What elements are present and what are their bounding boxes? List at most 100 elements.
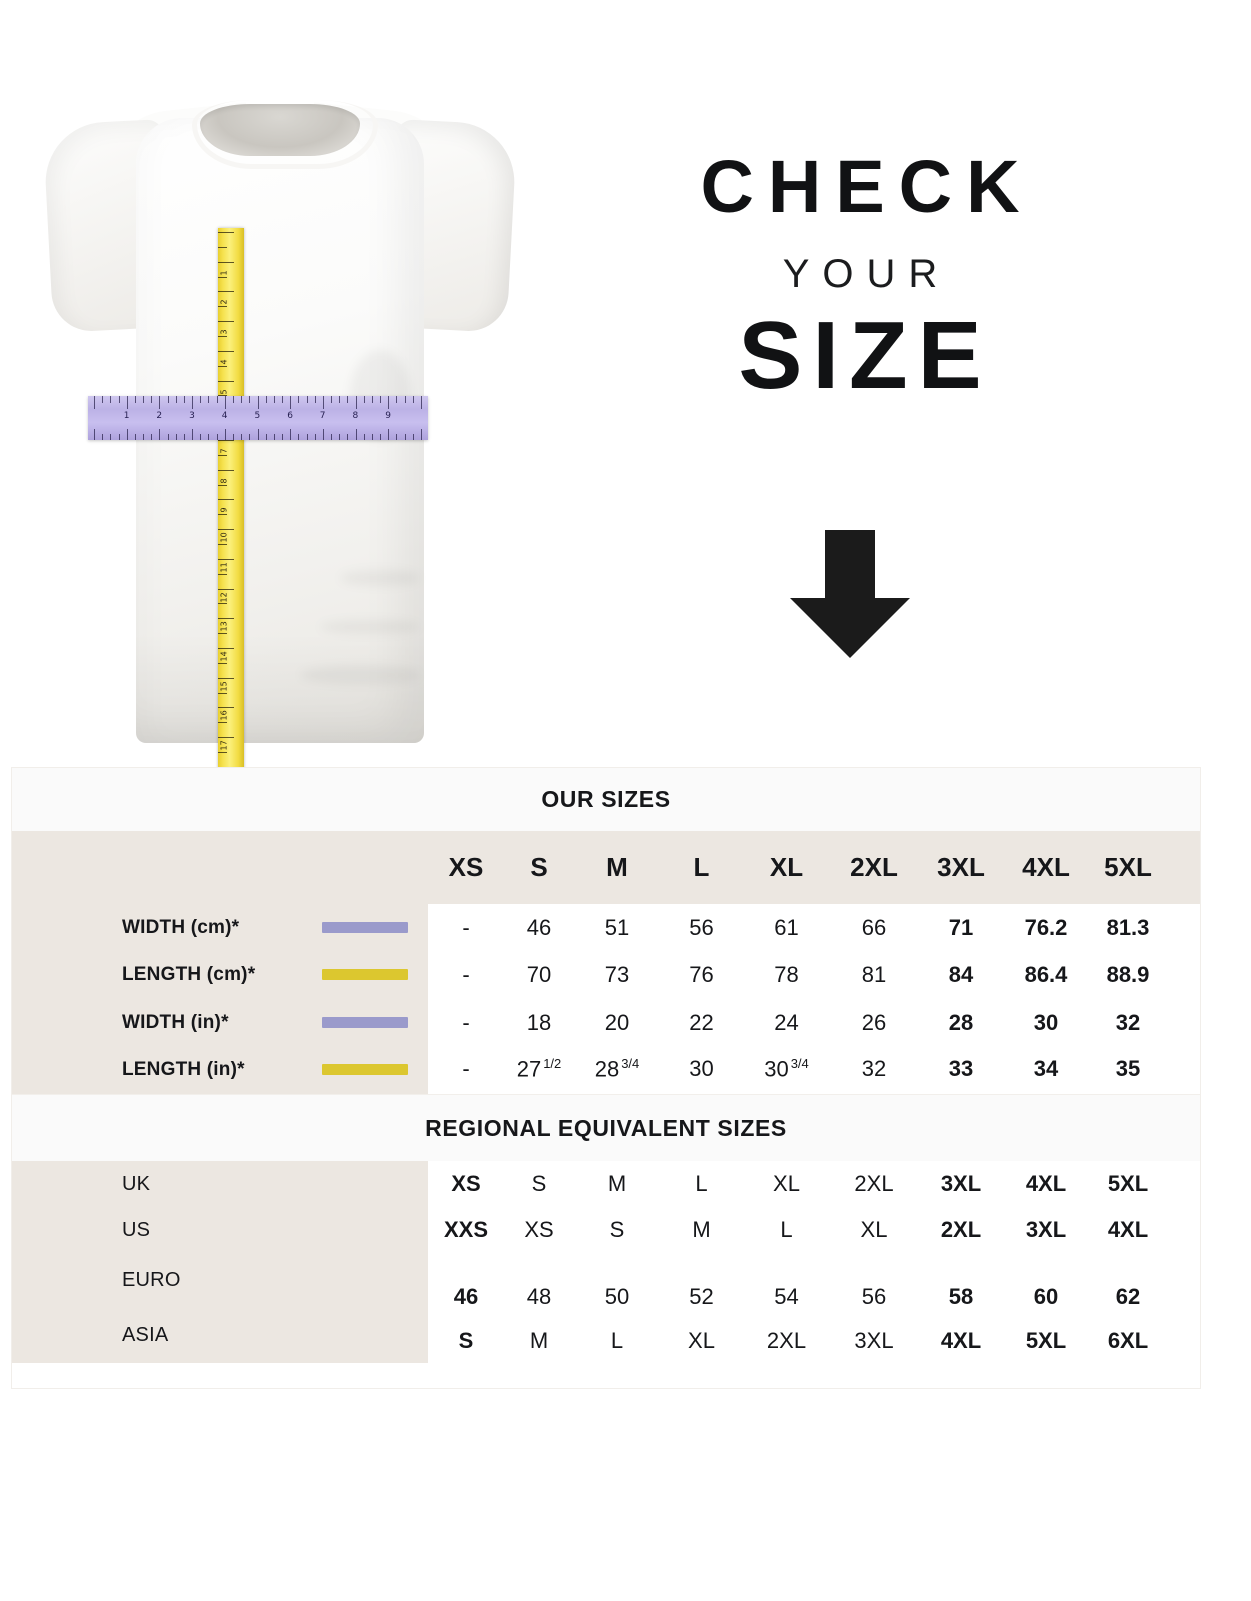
value-cell: 32 <box>1115 1009 1141 1035</box>
value-cell: 3XL <box>940 1171 982 1196</box>
measurement-label-row: WIDTH (in)* <box>12 999 428 1046</box>
label-cell: LENGTH (in)* <box>12 1059 428 1081</box>
fraction: 1/2 <box>543 1056 562 1072</box>
value-cell: M <box>529 1328 549 1353</box>
value-cell: M <box>692 1217 711 1242</box>
value-cell: 78 <box>774 961 799 987</box>
size-column-M: M <box>606 852 628 882</box>
value-cell: 88.9 <box>1106 961 1150 987</box>
fraction: 3/4 <box>790 1056 809 1072</box>
size-column-header-row: XS S M L XL 2XL 3XL 4XL 5XL <box>12 831 1200 904</box>
value-cell: 56 <box>861 1284 887 1309</box>
region-label-row: US <box>12 1207 428 1253</box>
down-arrow-icon <box>790 530 910 658</box>
regional-b-label-column: EURO ASIA <box>12 1253 428 1363</box>
label-cell: WIDTH (cm)* <box>12 917 428 939</box>
value-cell: 30 <box>1033 1009 1059 1035</box>
region-label-row: EURO <box>12 1253 428 1308</box>
value-cell: 62 <box>1115 1284 1141 1309</box>
region-label: US <box>122 1218 151 1241</box>
value-cell: 20 <box>604 1009 630 1035</box>
value-cell: 35 <box>1115 1056 1141 1082</box>
regional-a-labels: UK US <box>12 1161 428 1253</box>
size-column-L: L <box>693 852 710 882</box>
value-row: 46 48 50 52 54 56 58 60 62 <box>428 1284 1200 1310</box>
region-value-row: 46 48 50 52 54 56 58 60 62 <box>428 1275 1200 1319</box>
value-cell: 28 <box>948 1009 974 1035</box>
value-cell: 28 3/4 <box>594 1056 640 1082</box>
tshirt-illustration: 1234567891011121314151617181920 12345678… <box>40 100 520 840</box>
value-cell: 4XL <box>1107 1217 1149 1242</box>
value-cell: 48 <box>526 1284 552 1309</box>
label-cell: US <box>12 1219 428 1242</box>
value-cell: XS <box>524 1217 554 1242</box>
value-cell: 3XL <box>1025 1217 1067 1242</box>
value-cell: 27 1/2 <box>516 1056 562 1082</box>
value-cell: 2XL <box>766 1328 807 1353</box>
regional-a-values: XS S M L XL 2XL 3XL 4XL 5XL XXS XS S M L XL 2XL 3XL 4XL <box>428 1161 1200 1253</box>
value-cell: 2XL <box>940 1217 982 1242</box>
value-cell: - <box>462 1009 470 1035</box>
arrow-stem <box>825 530 875 602</box>
headline-size: SIZE <box>738 302 992 409</box>
label-cell: EURO <box>12 1269 428 1292</box>
metric-labels: WIDTH (cm)* LENGTH (cm)* <box>12 904 428 998</box>
regional-b-value-rows: 46 48 50 52 54 56 58 60 62 S M L XL 2XL 3XL 4XL 5XL 6XL <box>428 1253 1200 1363</box>
value-cell: 54 <box>774 1284 799 1309</box>
measurement-label-row: LENGTH (in)* <box>12 1046 428 1093</box>
metric-value-rows: - 46 51 56 61 66 71 76.2 81.3 - 70 73 76 78 81 84 86.4 88… <box>428 904 1200 998</box>
label-cell: UK <box>12 1173 428 1196</box>
value-cell: L <box>695 1171 708 1196</box>
value-cell: 6XL <box>1107 1328 1149 1353</box>
label-cell: LENGTH (cm)* <box>12 964 428 986</box>
value-cell: 4XL <box>940 1328 982 1353</box>
measurement-value-row: - 27 1/2 28 3/4 30 30 3/4 32 33 34 35 <box>428 1046 1200 1093</box>
value-cell: - <box>462 914 470 940</box>
regional-sizes-title: REGIONAL EQUIVALENT SIZES <box>425 1114 787 1141</box>
region-label-row: UK <box>12 1161 428 1207</box>
value-cell: 22 <box>689 1009 714 1035</box>
tshirt-graphic: 1234567891011121314151617181920 12345678… <box>40 100 520 840</box>
size-column-XL: XL <box>769 852 804 882</box>
label-cell: WIDTH (in)* <box>12 1012 428 1034</box>
value-cell: 26 <box>861 1009 887 1035</box>
regional-a-label-column: UK US <box>12 1161 428 1253</box>
measurement-value-row: - 46 51 56 61 66 71 76.2 81.3 <box>428 904 1200 951</box>
headline-your: YOUR <box>782 252 951 296</box>
regional-sizes-header: REGIONAL EQUIVALENT SIZES <box>12 1094 1200 1161</box>
length-color-swatch <box>322 969 408 980</box>
value-cell: L <box>780 1217 793 1242</box>
value-row: - 70 73 76 78 81 84 86.4 88.9 <box>428 962 1200 988</box>
headline-check: CHECK <box>700 145 1034 228</box>
value-cell: 30 3/4 <box>764 1056 809 1082</box>
region-label-row: ASIA <box>12 1308 428 1363</box>
value-cell: XXS <box>443 1217 489 1242</box>
value-cell: 56 <box>689 914 714 940</box>
our-sizes-header: OUR SIZES <box>12 768 1200 831</box>
value-cell: XL <box>773 1171 800 1196</box>
size-columns: XS S M L XL 2XL 3XL 4XL 5XL <box>428 852 1200 883</box>
value-cell: S <box>609 1217 625 1242</box>
value-cell: 46 <box>453 1284 479 1309</box>
value-cell: XL <box>688 1328 715 1353</box>
value-cell: - <box>462 961 470 987</box>
value-cell: 5XL <box>1107 1171 1149 1196</box>
regional-a-value-rows: XS S M L XL 2XL 3XL 4XL 5XL XXS XS S M L XL 2XL 3XL 4XL <box>428 1161 1200 1253</box>
metric-label-column: WIDTH (cm)* LENGTH (cm)* <box>12 904 428 999</box>
label-cell: ASIA <box>12 1324 428 1347</box>
imperial-measurement-block: WIDTH (in)* LENGTH (in)* -18 20 22 24 26 28 30 3… <box>12 999 1200 1094</box>
region-label: ASIA <box>122 1324 169 1346</box>
value-cell: 24 <box>774 1009 799 1035</box>
measurement-label-row: WIDTH (cm)* <box>12 904 428 951</box>
metric-values: - 46 51 56 61 66 71 76.2 81.3 - 70 73 76 78 81 84 86.4 88… <box>428 904 1200 999</box>
value-cell: 32 <box>861 1056 887 1082</box>
measurement-value-row: - 70 73 76 78 81 84 86.4 88.9 <box>428 951 1200 998</box>
width-color-swatch <box>322 922 408 933</box>
value-cell: M <box>607 1171 627 1196</box>
size-column-2XL: 2XL <box>850 852 898 882</box>
measurement-label: WIDTH (cm)* <box>122 916 240 938</box>
value-row: XS S M L XL 2XL 3XL 4XL 5XL <box>428 1171 1200 1197</box>
value-cell: 2XL <box>854 1171 894 1196</box>
region-value-row: XS S M L XL 2XL 3XL 4XL 5XL <box>428 1161 1200 1207</box>
value-cell: 4XL <box>1025 1171 1067 1196</box>
